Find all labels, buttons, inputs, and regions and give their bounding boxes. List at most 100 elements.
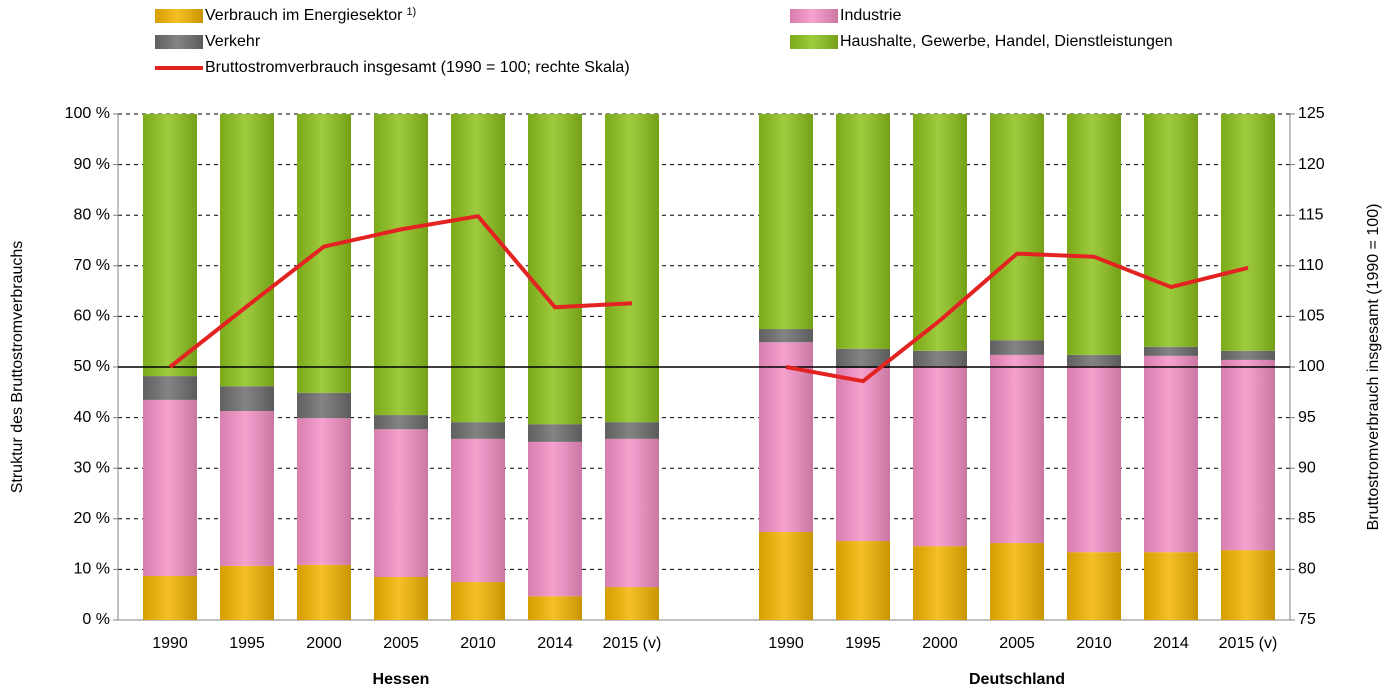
bar-shade [451, 438, 505, 583]
footnote-marker: 1) [406, 6, 416, 18]
bar-shade [836, 348, 890, 369]
y2-tick-label: 120 [1298, 156, 1325, 173]
y2-tick-label: 75 [1298, 611, 1316, 628]
bar-shade [605, 438, 659, 588]
legend-label: Haushalte, Gewerbe, Handel, Dienstleistu… [840, 33, 1173, 50]
bar-shade [913, 350, 967, 366]
x-tick-label: 2005 [383, 635, 419, 652]
bar-shade [220, 411, 274, 566]
bar-shade [297, 418, 351, 565]
y-tick-label: 80 % [74, 206, 110, 223]
bar-shade [913, 114, 967, 351]
bar-shade [374, 576, 428, 620]
x-tick-label: 2014 [537, 635, 573, 652]
bar-shade [605, 587, 659, 620]
x-tick-label: 1990 [768, 635, 804, 652]
bar-shade [1221, 350, 1275, 360]
bar-shade [913, 546, 967, 620]
y2-tick-label: 125 [1298, 105, 1325, 122]
bar-shade [1221, 114, 1275, 351]
x-tick-label: 2010 [1076, 635, 1112, 652]
y-tick-label: 100 % [65, 105, 110, 122]
bar-shade [1144, 355, 1198, 553]
bar-shade [528, 596, 582, 620]
y-tick-label: 70 % [74, 257, 110, 274]
bar-shade [836, 368, 890, 542]
y2-tick-label: 110 [1298, 257, 1324, 274]
group-label: Hessen [373, 671, 430, 688]
bar-shade [220, 114, 274, 387]
bar-shade [1221, 550, 1275, 620]
bar-shade [220, 386, 274, 412]
bar-shade [1144, 552, 1198, 620]
bar-shade [220, 565, 274, 620]
legend-swatch-shade [790, 9, 838, 23]
y2-tick-label: 95 [1298, 409, 1316, 426]
bar-shade [528, 424, 582, 442]
bar-shade [913, 365, 967, 547]
bar-shade [451, 422, 505, 439]
bar-shade [759, 342, 813, 532]
y-tick-label: 60 % [74, 308, 110, 325]
x-tick-label: 2005 [999, 635, 1035, 652]
bar-shade [297, 564, 351, 620]
x-tick-label: 2010 [460, 635, 496, 652]
y-tick-label: 90 % [74, 156, 110, 173]
y-tick-label: 10 % [74, 561, 110, 578]
legend-label: Verbrauch im Energiesektor [205, 7, 403, 24]
legend-label: Bruttostromverbrauch insgesamt (1990 = 1… [205, 59, 630, 76]
legend-swatch-shade [790, 35, 838, 49]
bar-shade [143, 376, 197, 400]
legend-swatch-shade [155, 9, 203, 23]
bar-shade [836, 541, 890, 620]
bar-shade [1144, 114, 1198, 347]
y2-tick-label: 85 [1298, 510, 1316, 527]
bar-shade [451, 114, 505, 423]
bar-shade [836, 114, 890, 349]
line-series [168, 214, 1249, 384]
bar-shade [1221, 359, 1275, 551]
bar-shade [297, 392, 351, 419]
bar-shade [990, 543, 1044, 620]
bar-shade [990, 114, 1044, 341]
bar-shade [143, 114, 197, 377]
y2-tick-label: 105 [1298, 308, 1325, 325]
y-tick-label: 0 % [82, 611, 110, 628]
bar-shade [374, 415, 428, 430]
y2-axis-label: Bruttostromverbrauch insgesamt (1990 = 1… [1365, 204, 1382, 531]
legend-label: Verkehr [205, 33, 261, 50]
legend-swatch-shade [155, 35, 203, 49]
bar-shade [374, 429, 428, 577]
x-tick-label: 2015 (v) [1219, 635, 1278, 652]
y-tick-label: 30 % [74, 459, 110, 476]
x-tick-label: 2015 (v) [603, 635, 662, 652]
x-tick-label: 1995 [229, 635, 265, 652]
bar-shade [451, 582, 505, 620]
group-label: Deutschland [969, 671, 1065, 688]
x-tick-label: 1995 [845, 635, 881, 652]
x-tick-label: 2000 [306, 635, 342, 652]
y-tick-label: 50 % [74, 358, 110, 375]
y2-tick-label: 100 [1298, 358, 1325, 375]
bar-shade [1067, 354, 1121, 366]
bar-shade [605, 422, 659, 439]
y2-tick-label: 80 [1298, 561, 1316, 578]
y-tick-label: 40 % [74, 409, 110, 426]
x-tick-label: 2014 [1153, 635, 1189, 652]
bar-shade [759, 531, 813, 620]
bar-shade [1067, 114, 1121, 355]
bar-shade [1144, 346, 1198, 356]
bar-shade [297, 114, 351, 393]
bar-shade [759, 329, 813, 343]
bar-shade [528, 441, 582, 597]
y-axis-label: Struktur des Bruttostromverbrauchs [9, 241, 26, 494]
bar-shade [528, 114, 582, 425]
legend-label: Industrie [840, 7, 901, 24]
x-tick-label: 1990 [152, 635, 188, 652]
bar-shade [1067, 365, 1121, 553]
bar-shade [143, 575, 197, 620]
y2-tick-label: 115 [1298, 206, 1324, 223]
bar-shade [990, 340, 1044, 355]
bar-shade [759, 114, 813, 330]
